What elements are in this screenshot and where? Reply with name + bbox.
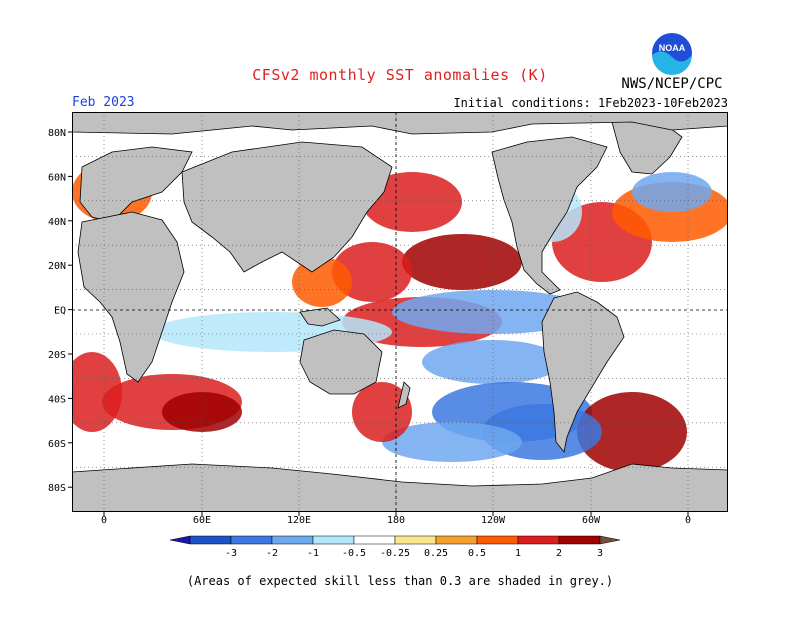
longitude-label: 60W <box>582 515 601 526</box>
colorbar-label: -0.5 <box>342 548 366 559</box>
map-frame <box>72 112 728 512</box>
latitude-label: 20N <box>48 261 66 272</box>
colorbar-segment <box>271 535 314 545</box>
latitude-label: 80N <box>48 128 66 139</box>
africa <box>77 211 185 383</box>
colorbar-label: -1 <box>307 548 319 559</box>
antarctica <box>72 463 728 512</box>
colorbar-segment <box>558 535 601 545</box>
anomaly-region <box>362 172 462 232</box>
new-zealand <box>397 381 411 409</box>
anomaly-region <box>382 422 522 462</box>
longitude-label: 0 <box>101 515 107 526</box>
colorbar: -3 -2 -1 -0.5 -0.25 0.25 0.5 1 2 3 <box>170 535 621 559</box>
colorbar-segment <box>517 535 560 545</box>
north-america <box>491 136 608 295</box>
colorbar-segment <box>353 535 396 545</box>
latitude-label: 80S <box>48 483 66 494</box>
colorbar-low-arrow <box>170 535 191 545</box>
longitude-label: 0 <box>685 515 691 526</box>
colorbar-label: 1 <box>515 548 521 559</box>
continents <box>72 112 728 512</box>
anomaly-region <box>422 340 562 384</box>
maritime-continent <box>299 307 341 327</box>
latitude-label: 20S <box>48 350 66 361</box>
sst-anomaly-map <box>72 112 728 512</box>
europe <box>79 146 193 223</box>
latitude-label: EQ <box>54 306 66 317</box>
anomaly-region <box>577 392 687 472</box>
arctic-land <box>72 112 728 135</box>
noaa-logo: NOAA <box>650 31 694 79</box>
colorbar-segment <box>189 535 232 545</box>
anomaly-region <box>632 172 712 212</box>
anomaly-region <box>352 382 412 442</box>
chart-title: CFSv2 monthly SST anomalies (K) <box>252 66 548 84</box>
anomaly-region <box>72 352 122 432</box>
colorbar-label: 0.5 <box>468 548 486 559</box>
forecast-month: Feb 2023 <box>72 95 135 110</box>
latitude-label: 60S <box>48 439 66 450</box>
latitude-label: 60N <box>48 172 66 183</box>
map-axes: 80N 60N 40N 20N EQ 20S 40S 60S 80S 0 60E 120E 180 120… <box>48 128 691 526</box>
colorbar-segment <box>230 535 273 545</box>
longitude-label: 120W <box>481 515 506 526</box>
colorbar-segment <box>435 535 478 545</box>
australia <box>299 329 383 395</box>
initial-conditions: Initial conditions: 1Feb2023-10Feb2023 <box>453 96 728 110</box>
longitude-label: 180 <box>387 515 405 526</box>
colorbar-segment <box>312 535 355 545</box>
anomaly-region <box>402 234 522 290</box>
colorbar-segment <box>476 535 519 545</box>
colorbar-label: -2 <box>266 548 278 559</box>
colorbar-segment <box>394 535 437 545</box>
colorbar-label: -3 <box>225 548 237 559</box>
latitude-label: 40S <box>48 394 66 405</box>
skill-footnote: (Areas of expected skill less than 0.3 a… <box>186 574 614 588</box>
anomaly-region <box>332 242 412 302</box>
colorbar-label: 3 <box>597 548 603 559</box>
anomaly-region <box>292 257 352 307</box>
south-america <box>541 291 625 453</box>
organization-label: NWS/NCEP/CPC <box>621 76 723 92</box>
longitude-label: 60E <box>193 515 211 526</box>
asia <box>181 141 393 273</box>
noaa-logo-text: NOAA <box>659 43 686 53</box>
colorbar-label: -0.25 <box>380 548 410 559</box>
longitude-label: 120E <box>287 515 311 526</box>
colorbar-high-arrow <box>599 535 621 545</box>
colorbar-label: 2 <box>556 548 562 559</box>
colorbar-label: 0.25 <box>424 548 448 559</box>
latitude-label: 40N <box>48 217 66 228</box>
